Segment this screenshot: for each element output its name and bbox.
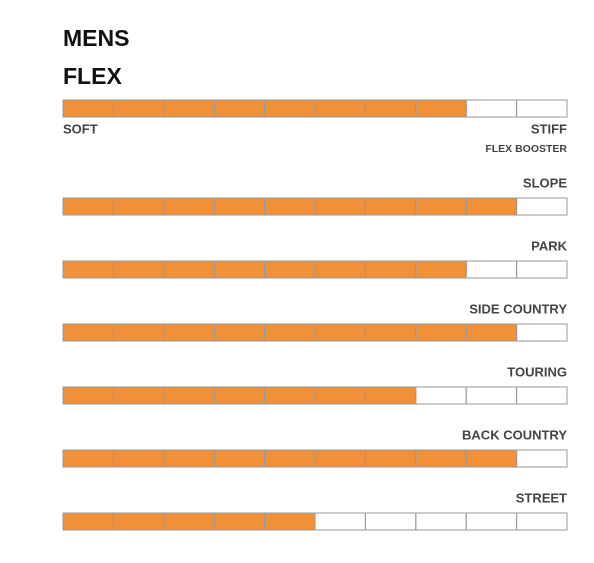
bar-cell (516, 449, 568, 468)
rating-label: TOURING (507, 364, 567, 379)
low-label: SOFT (63, 121, 98, 136)
bar-fill (63, 324, 517, 341)
rating-label: BACK COUNTRY (462, 427, 567, 442)
booster-heading: FLEX BOOSTER (485, 143, 567, 155)
bar-cell (364, 512, 417, 531)
bar-cell (465, 260, 518, 279)
bar-cell (314, 512, 366, 531)
bar-cell (516, 386, 568, 405)
bar-cell (516, 323, 568, 342)
title: MENS (63, 25, 129, 51)
bar-cell (516, 197, 568, 216)
bar-cell (415, 386, 467, 405)
high-label: STIFF (531, 121, 567, 136)
bar-cell (516, 512, 568, 531)
bar-fill (63, 387, 416, 404)
rating-label: PARK (531, 238, 567, 253)
bar-cell (516, 99, 568, 118)
bar-fill (63, 513, 315, 530)
bar-fill (63, 450, 517, 467)
rating-label: SLOPE (523, 175, 567, 190)
rating-label: STREET (516, 490, 567, 505)
bar-cell (516, 260, 568, 279)
bar-cell (415, 512, 467, 531)
bar-cell (465, 386, 518, 405)
bar-fill (63, 198, 517, 215)
bar-cell (465, 99, 518, 118)
bar-cell (465, 512, 518, 531)
rating-label: SIDE COUNTRY (469, 301, 567, 316)
subtitle: FLEX (63, 63, 122, 89)
